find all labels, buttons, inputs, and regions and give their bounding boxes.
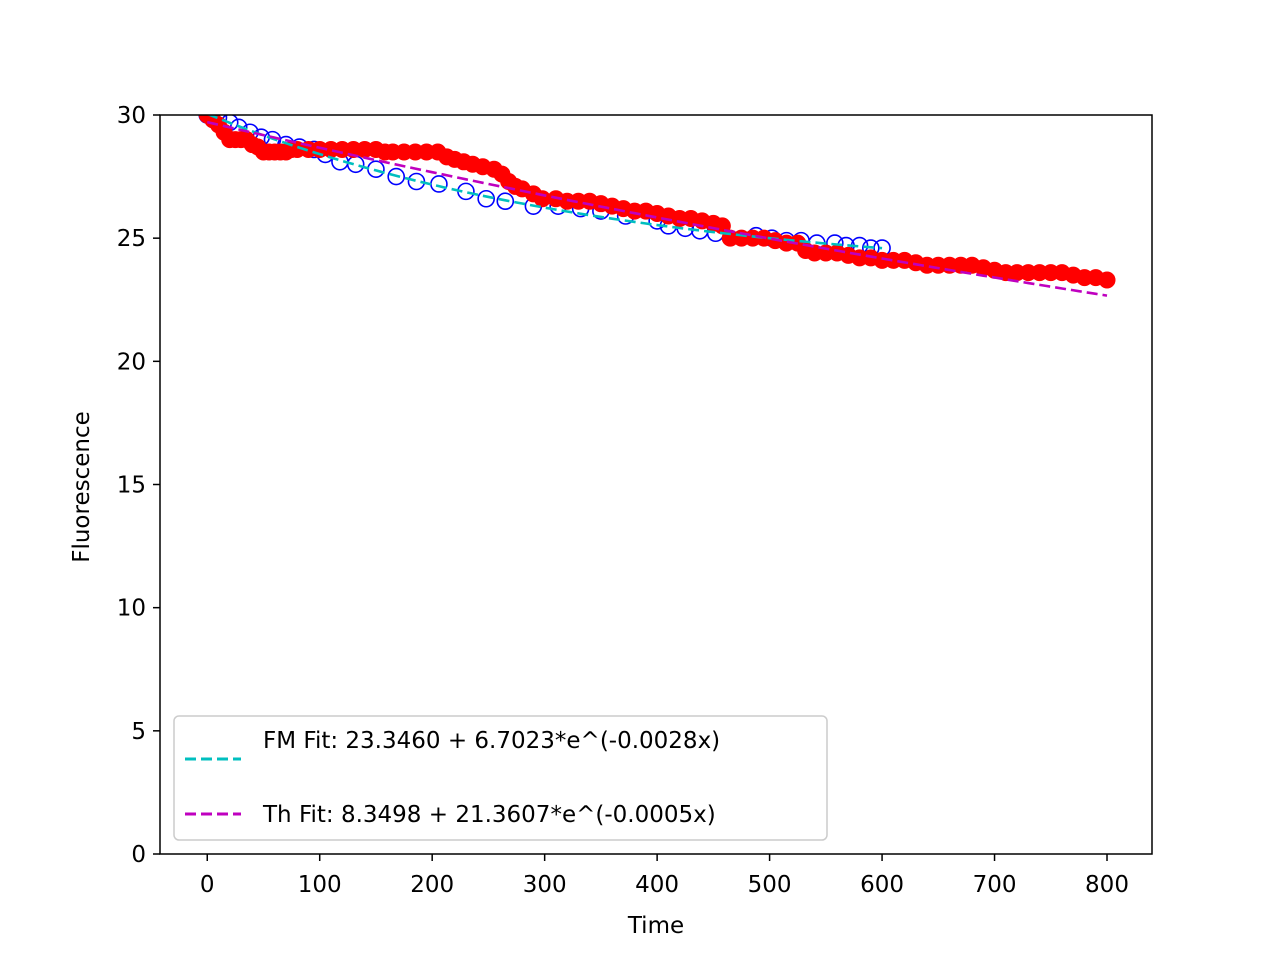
- x-tick-label: 600: [860, 872, 904, 898]
- y-tick-label: 5: [131, 719, 146, 745]
- legend-box: [173, 715, 828, 841]
- y-tick-label: 15: [117, 473, 146, 499]
- x-tick-label: 700: [973, 872, 1017, 898]
- fm-fit-line: [206, 115, 883, 250]
- legend-fm-fit-label: FM Fit: 23.3460 + 6.7023*e^(-0.0028x): [263, 728, 720, 754]
- legend-th-fit-label: Th Fit: 8.3498 + 21.3607*e^(-0.0005x): [262, 802, 716, 828]
- plot-marks: [198, 115, 1116, 297]
- y-tick-label: 20: [117, 349, 146, 375]
- x-tick-label: 800: [1085, 872, 1129, 898]
- x-axis-label: Time: [627, 913, 684, 939]
- th-fit-line: [206, 120, 1108, 297]
- y-tick-label: 25: [117, 226, 146, 252]
- x-tick-label: 400: [635, 872, 679, 898]
- x-tick-label: 0: [200, 872, 215, 898]
- y-tick-label: 10: [117, 596, 146, 622]
- fm-data-point: [496, 192, 515, 211]
- x-tick-label: 500: [748, 872, 792, 898]
- x-tick-label: 300: [523, 872, 567, 898]
- x-axis: 0 100 200 300 400 500 600 700 800: [200, 854, 1129, 898]
- y-axis-label: Fluorescence: [69, 411, 95, 563]
- x-tick-label: 100: [298, 872, 342, 898]
- fm-data-point: [477, 189, 495, 208]
- y-axis: 0 5 10 15 20 25 30: [117, 103, 160, 868]
- y-tick-label: 30: [117, 103, 146, 129]
- th-data-point: [1098, 271, 1116, 289]
- y-tick-label: 0: [131, 842, 146, 868]
- legend: FM Fit: 23.3460 + 6.7023*e^(-0.0028x) Th…: [173, 715, 828, 841]
- fm-data-point: [387, 167, 405, 186]
- x-tick-label: 200: [410, 872, 454, 898]
